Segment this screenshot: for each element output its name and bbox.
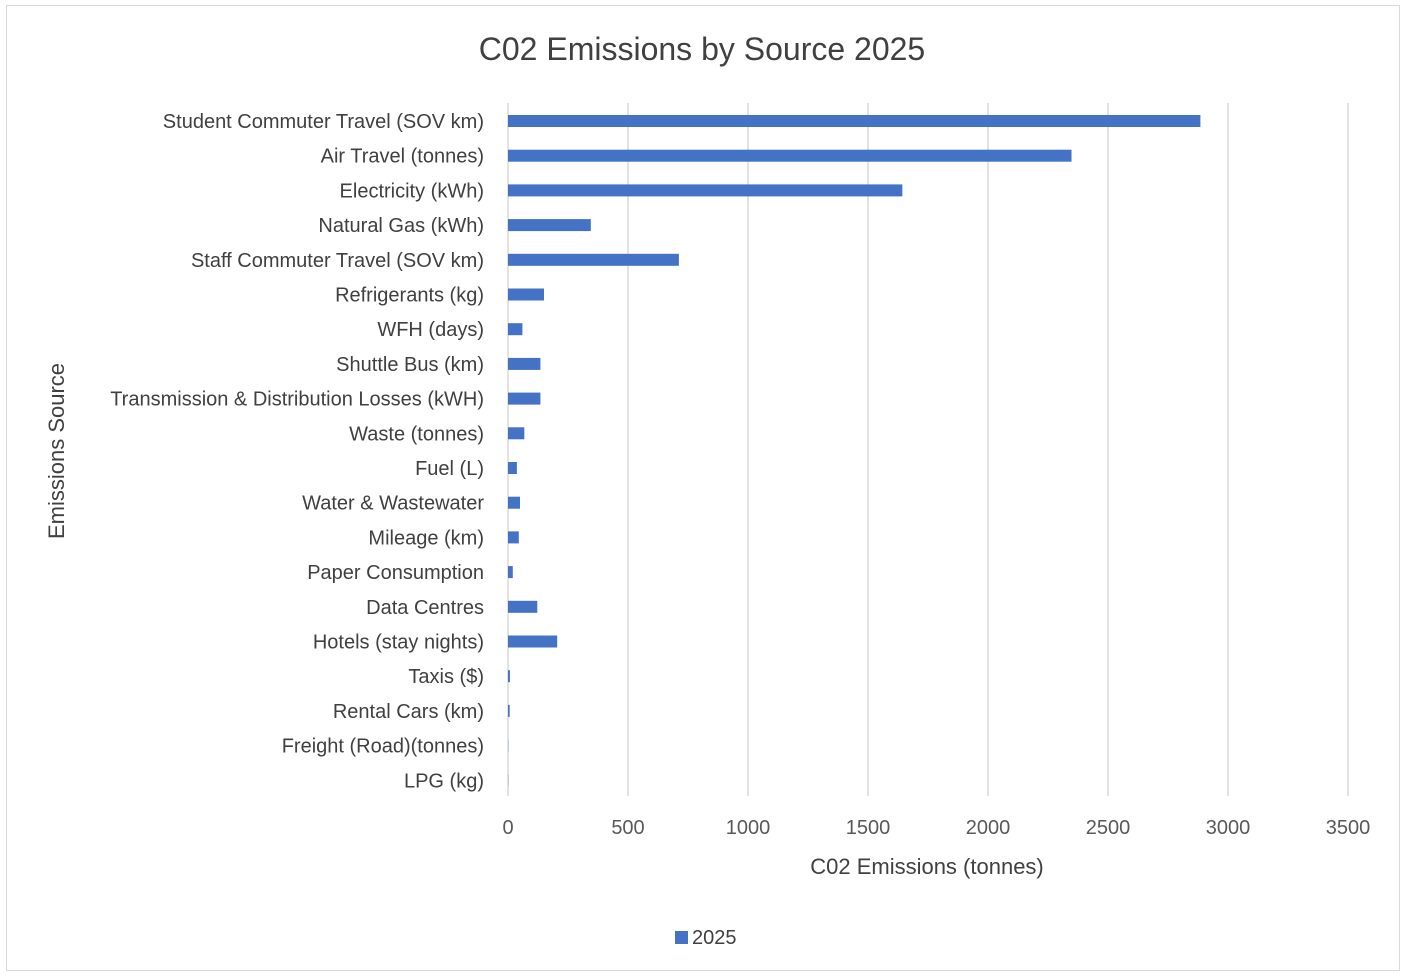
bar-16[interactable]: [508, 670, 510, 683]
bar-3[interactable]: [508, 219, 591, 232]
bar-4[interactable]: [508, 253, 679, 266]
x-axis-title: C02 Emissions (tonnes): [810, 854, 1044, 879]
legend-swatch-2025: [675, 931, 688, 944]
category-label-5: Refrigerants (kg): [335, 285, 484, 307]
category-label-2: Electricity (kWh): [340, 180, 484, 202]
category-label-14: Data Centres: [366, 597, 484, 619]
bar-5[interactable]: [508, 288, 544, 301]
bar-14[interactable]: [508, 600, 538, 613]
x-tick-label-2500: 2500: [1086, 817, 1131, 839]
bar-1[interactable]: [508, 149, 1072, 162]
bar-17[interactable]: [508, 704, 510, 717]
category-label-10: Fuel (L): [415, 458, 484, 480]
category-label-6: WFH (days): [377, 319, 484, 341]
category-label-1: Air Travel (tonnes): [321, 146, 484, 168]
bar-10[interactable]: [508, 462, 517, 474]
bar-6[interactable]: [508, 323, 523, 336]
category-label-4: Staff Commuter Travel (SOV km): [191, 250, 484, 272]
category-label-8: Transmission & Distribution Losses (kWH): [110, 389, 484, 411]
x-tick-label-0: 0: [502, 817, 513, 839]
bar-0[interactable]: [508, 115, 1201, 127]
category-label-9: Waste (tonnes): [349, 423, 484, 445]
x-tick-label-1000: 1000: [726, 817, 771, 839]
legend[interactable]: 2025: [675, 927, 737, 949]
category-labels: Student Commuter Travel (SOV km) Air Trav…: [110, 111, 484, 792]
bar-2[interactable]: [508, 184, 903, 197]
bar-15[interactable]: [508, 635, 558, 648]
bar-13[interactable]: [508, 566, 513, 579]
bar-11[interactable]: [508, 496, 520, 509]
y-axis-title: Emissions Source: [44, 363, 69, 539]
chart-title: C02 Emissions by Source 2025: [479, 31, 925, 67]
category-label-16: Taxis ($): [408, 666, 484, 688]
bar-12[interactable]: [508, 531, 519, 544]
x-tick-label-3000: 3000: [1206, 817, 1251, 839]
category-label-19: LPG (kg): [404, 770, 484, 792]
category-label-12: Mileage (km): [368, 527, 484, 549]
x-tick-labels: 0 500 1000 1500 2000 2500 3000 3500: [502, 817, 1370, 839]
x-tick-label-2000: 2000: [966, 817, 1011, 839]
category-label-15: Hotels (stay nights): [313, 632, 484, 654]
category-label-0: Student Commuter Travel (SOV km): [163, 111, 484, 133]
gridlines: [507, 103, 1349, 796]
category-label-3: Natural Gas (kWh): [318, 215, 484, 237]
category-label-11: Water & Wastewater: [302, 493, 484, 515]
category-label-13: Paper Consumption: [307, 562, 484, 584]
category-label-17: Rental Cars (km): [333, 701, 484, 723]
bar-7[interactable]: [508, 357, 541, 370]
x-tick-label-500: 500: [611, 817, 644, 839]
bar-9[interactable]: [508, 427, 525, 440]
bar-8[interactable]: [508, 392, 541, 405]
legend-label-2025: 2025: [692, 927, 737, 949]
bars: [508, 115, 1201, 787]
category-label-7: Shuttle Bus (km): [336, 354, 484, 376]
category-label-18: Freight (Road)(tonnes): [282, 736, 484, 758]
x-tick-label-1500: 1500: [846, 817, 891, 839]
x-tick-label-3500: 3500: [1326, 817, 1371, 839]
chart-frame: [6, 5, 1400, 971]
